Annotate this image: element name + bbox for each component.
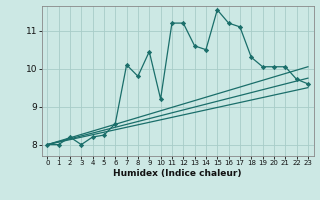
X-axis label: Humidex (Indice chaleur): Humidex (Indice chaleur): [113, 169, 242, 178]
